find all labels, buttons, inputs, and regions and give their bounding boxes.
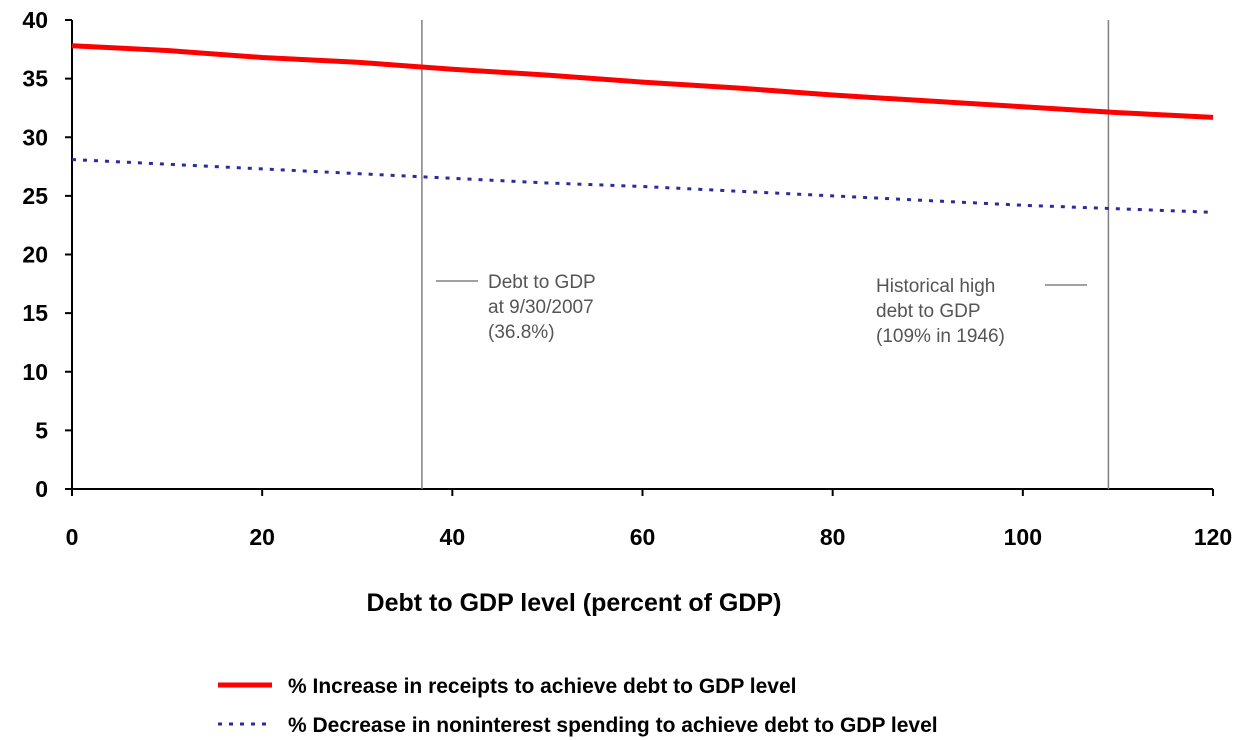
y-tick-label: 35 <box>22 66 48 92</box>
y-tick-label: 40 <box>22 7 48 33</box>
annotation-text-line: (109% in 1946) <box>876 326 1005 347</box>
x-axis-title: Debt to GDP level (percent of GDP) <box>367 589 782 617</box>
series-line-receipts <box>71 43 1214 120</box>
y-tick-label: 30 <box>22 124 48 150</box>
annotation-text-line: (36.8%) <box>488 322 555 343</box>
x-tick-label: 60 <box>630 524 656 550</box>
x-axis-ticks: 0 20 40 60 80 100 120 <box>66 489 1232 550</box>
annotation-historical-high: Historical high debt to GDP (109% in 1946) <box>876 276 1087 347</box>
series-lines <box>71 43 1214 214</box>
y-tick-label: 5 <box>35 417 48 443</box>
x-tick-label: 0 <box>66 524 79 550</box>
annotation-text-line: Debt to GDP <box>488 272 596 293</box>
annotation-text-line: debt to GDP <box>876 301 981 322</box>
annotation-text-line: at 9/30/2007 <box>488 297 594 318</box>
y-tick-label: 15 <box>22 300 48 326</box>
x-tick-label: 120 <box>1194 524 1232 550</box>
reference-lines <box>421 20 1110 489</box>
x-tick-label: 20 <box>249 524 275 550</box>
x-tick-label: 80 <box>820 524 846 550</box>
legend-label-receipts: % Increase in receipts to achieve debt t… <box>288 675 796 698</box>
y-tick-label: 0 <box>35 476 48 502</box>
series-line-spending <box>71 158 1214 214</box>
y-axis-ticks: 0 5 10 15 20 25 30 35 40 <box>22 7 72 502</box>
legend: % Increase in receipts to achieve debt t… <box>218 675 938 737</box>
x-tick-label: 100 <box>1004 524 1042 550</box>
y-tick-label: 10 <box>22 359 48 385</box>
legend-label-spending: % Decrease in noninterest spending to ac… <box>288 714 938 737</box>
y-tick-label: 25 <box>22 183 48 209</box>
y-tick-label: 20 <box>22 242 48 268</box>
annotation-debt-2007: Debt to GDP at 9/30/2007 (36.8%) <box>436 272 596 343</box>
annotation-text-line: Historical high <box>876 276 995 297</box>
x-tick-label: 40 <box>440 524 466 550</box>
